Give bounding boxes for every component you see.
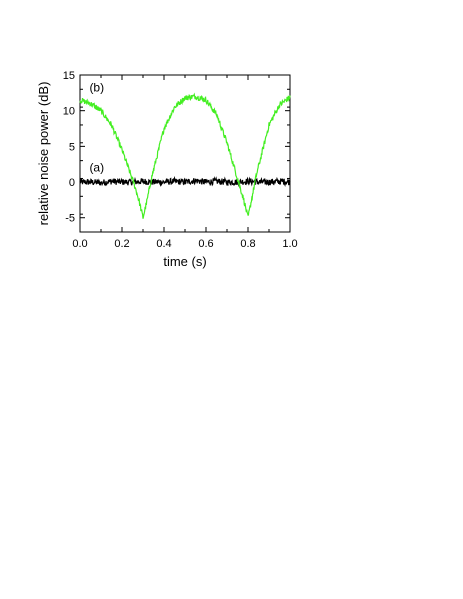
- series-point-b: [100, 110, 102, 112]
- series-point-b: [79, 99, 81, 101]
- series-point-a: [247, 181, 249, 183]
- series-point-a: [205, 181, 207, 183]
- series-point-a: [174, 181, 176, 183]
- series-point-b: [121, 149, 123, 151]
- annotation-layer: (a) (b): [89, 80, 104, 174]
- series-point-b: [111, 124, 113, 126]
- x-tick-label: 0.4: [156, 238, 171, 250]
- series-point-a: [226, 181, 228, 183]
- y-tick-label: -5: [65, 213, 75, 225]
- series-point-b: [128, 167, 130, 169]
- x-tick-label: 1.0: [282, 238, 297, 250]
- series-point-a: [258, 181, 260, 183]
- series-point-a: [100, 182, 102, 184]
- plot-area: 0.0 0.2 0.4 0.6 0.8 1.0 -5 0 5 10 15 (a) (b): [63, 70, 298, 250]
- series-point-a: [90, 181, 92, 183]
- series-annotation: (b): [89, 80, 104, 94]
- y-axis-title: relative noise power (dB): [36, 82, 51, 226]
- series-line-b: [79, 92, 291, 219]
- series-layer: [79, 92, 291, 219]
- series-point-b: [262, 149, 264, 151]
- x-axis-title: time (s): [163, 254, 206, 269]
- series-point-b: [279, 104, 281, 106]
- series-point-b: [151, 178, 153, 180]
- x-tick-label: 0.8: [240, 238, 255, 250]
- series-point-a: [195, 180, 197, 182]
- x-tick-label: 0.6: [198, 238, 213, 250]
- series-point-a: [121, 181, 123, 183]
- y-axis-ticks: -5 0 5 10 15: [63, 70, 290, 233]
- series-point-a: [216, 181, 218, 183]
- series-point-a: [111, 181, 113, 183]
- series-point-a: [184, 181, 186, 183]
- y-tick-label: 0: [69, 177, 75, 189]
- series-point-b: [256, 174, 258, 176]
- x-axis-ticks: 0.0 0.2 0.4 0.6 0.8 1.0: [72, 75, 298, 250]
- series-point-b: [195, 96, 197, 98]
- series-point-a: [268, 181, 270, 183]
- series-point-b: [142, 217, 144, 219]
- y-tick-label: 5: [69, 141, 75, 153]
- series-point-a: [153, 181, 155, 183]
- y-tick-label: 10: [63, 106, 75, 118]
- series-point-b: [251, 196, 253, 198]
- series-point-b: [243, 199, 245, 201]
- series-point-a: [279, 181, 281, 183]
- series-point-b: [247, 217, 249, 219]
- series-point-b: [268, 124, 270, 126]
- series-point-b: [163, 128, 165, 130]
- x-tick-label: 0.0: [72, 238, 87, 250]
- series-point-b: [226, 142, 228, 144]
- series-point-b: [289, 96, 291, 98]
- x-tick-label: 0.2: [114, 238, 129, 250]
- series-point-b: [157, 153, 159, 155]
- series-point-b: [138, 199, 140, 201]
- series-point-b: [146, 199, 148, 201]
- series-point-a: [163, 181, 165, 183]
- series-point-b: [233, 163, 235, 165]
- series-point-a: [142, 181, 144, 183]
- series-point-b: [90, 103, 92, 105]
- series-annotation: (a): [89, 160, 104, 174]
- series-point-b: [205, 99, 207, 101]
- series-point-b: [239, 185, 241, 187]
- y-tick-label: 15: [63, 70, 75, 82]
- series-point-b: [216, 113, 218, 115]
- series-point-b: [174, 106, 176, 108]
- series-point-b: [184, 97, 186, 99]
- series-point-b: [134, 185, 136, 187]
